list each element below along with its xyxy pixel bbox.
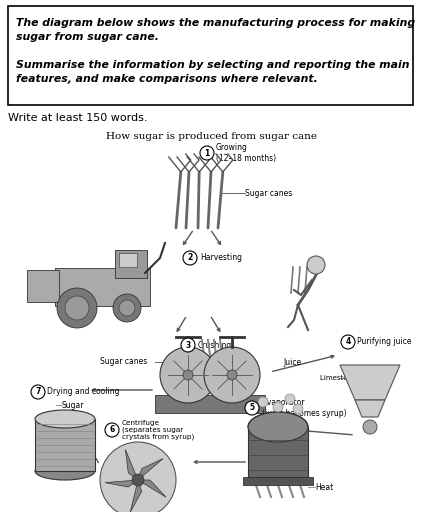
Text: 1: 1 — [204, 148, 210, 158]
Text: Drying and cooling: Drying and cooling — [47, 388, 120, 396]
Polygon shape — [355, 400, 385, 417]
Circle shape — [105, 423, 119, 437]
Bar — [35, 419, 95, 471]
Circle shape — [258, 397, 268, 407]
Polygon shape — [138, 459, 163, 480]
Text: Sugar: Sugar — [62, 400, 85, 410]
Circle shape — [119, 300, 135, 316]
Text: Write at least 150 words.: Write at least 150 words. — [8, 113, 147, 123]
Text: Harvesting: Harvesting — [200, 253, 242, 263]
Text: Growing
(12–18 months): Growing (12–18 months) — [216, 143, 276, 163]
Circle shape — [227, 370, 237, 380]
Circle shape — [100, 442, 176, 512]
Circle shape — [113, 294, 141, 322]
Circle shape — [181, 338, 195, 352]
Bar — [155, 395, 265, 413]
Bar — [27, 270, 59, 302]
Text: Evaporator
(juice becomes syrup): Evaporator (juice becomes syrup) — [262, 398, 346, 418]
Circle shape — [363, 420, 377, 434]
Circle shape — [341, 335, 355, 349]
Circle shape — [200, 146, 214, 160]
Polygon shape — [138, 480, 166, 497]
Text: The diagram below shows the manufacturing process for making
sugar from sugar ca: The diagram below shows the manufacturin… — [16, 18, 415, 84]
Bar — [243, 477, 313, 485]
Bar — [115, 250, 147, 278]
Circle shape — [31, 385, 45, 399]
Text: 4: 4 — [345, 337, 351, 347]
Text: How sugar is produced from sugar cane: How sugar is produced from sugar cane — [106, 132, 317, 141]
Circle shape — [183, 251, 197, 265]
Circle shape — [65, 296, 89, 320]
Text: 7: 7 — [35, 388, 41, 396]
Text: Limestone filter: Limestone filter — [320, 375, 375, 381]
Circle shape — [183, 370, 193, 380]
Circle shape — [132, 474, 144, 486]
Circle shape — [273, 402, 283, 412]
Text: Crushing: Crushing — [198, 340, 232, 350]
Circle shape — [204, 347, 260, 403]
Circle shape — [245, 401, 259, 415]
Bar — [248, 427, 308, 477]
Circle shape — [293, 404, 303, 414]
Bar — [119, 253, 137, 267]
Circle shape — [285, 394, 295, 404]
Ellipse shape — [35, 410, 95, 428]
Polygon shape — [130, 480, 142, 512]
Bar — [55, 268, 150, 306]
Circle shape — [57, 288, 97, 328]
Circle shape — [307, 256, 325, 274]
Text: 6: 6 — [109, 425, 115, 435]
Text: 2: 2 — [187, 253, 193, 263]
Text: Juice: Juice — [283, 358, 301, 367]
Text: Heat: Heat — [315, 482, 333, 492]
Polygon shape — [340, 365, 400, 400]
Text: 3: 3 — [185, 340, 191, 350]
Polygon shape — [125, 450, 138, 480]
Text: Sugar canes: Sugar canes — [100, 357, 147, 367]
Text: Sugar canes: Sugar canes — [245, 188, 292, 198]
Text: 5: 5 — [249, 403, 255, 413]
Ellipse shape — [248, 412, 308, 442]
Text: Purifying juice: Purifying juice — [357, 337, 411, 347]
Circle shape — [160, 347, 216, 403]
Ellipse shape — [35, 462, 95, 480]
Polygon shape — [105, 480, 138, 487]
Text: Centrifuge
(separates sugar
crystals from syrup): Centrifuge (separates sugar crystals fro… — [122, 419, 194, 440]
